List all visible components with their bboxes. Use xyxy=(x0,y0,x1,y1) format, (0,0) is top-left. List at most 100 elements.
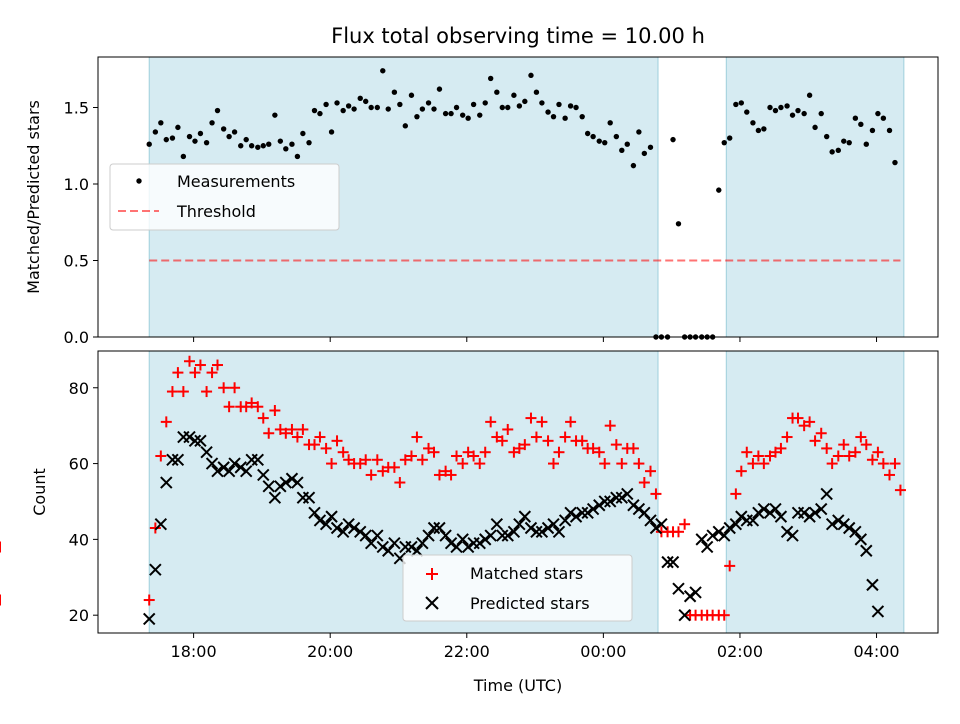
predicted-star-point xyxy=(598,495,611,508)
matched-star-point xyxy=(457,458,469,470)
measurement-point xyxy=(567,103,574,109)
measurement-point xyxy=(260,143,266,149)
legend-threshold-label: Threshold xyxy=(176,202,256,221)
matched-star-point xyxy=(189,367,201,379)
measurement-point xyxy=(203,139,210,146)
predicted-star-point xyxy=(610,491,623,504)
matched-star-point xyxy=(804,416,816,428)
matched-star-point xyxy=(752,450,764,462)
matched-star-point xyxy=(826,458,838,470)
predicted-star-point xyxy=(325,510,338,523)
measurement-point xyxy=(306,139,312,146)
matched-star-point xyxy=(184,355,196,367)
matched-star-point xyxy=(576,435,588,447)
predicted-star-point xyxy=(376,540,389,554)
predicted-star-point xyxy=(649,521,663,535)
measurement-point xyxy=(789,112,796,118)
measurement-point xyxy=(459,112,466,118)
matched-star-point xyxy=(451,450,463,462)
measurement-point xyxy=(596,138,602,144)
y-tick-label-count: 60 xyxy=(69,455,89,474)
matched-star-point xyxy=(269,405,281,417)
matched-star-point xyxy=(297,423,309,435)
predicted-star-point xyxy=(849,525,862,539)
measurement-point xyxy=(738,100,745,106)
predicted-star-point xyxy=(678,608,691,622)
matched-star-point xyxy=(843,450,855,462)
predicted-star-point xyxy=(808,506,822,520)
x-tick-label: 20:00 xyxy=(307,642,353,661)
matched-star-point xyxy=(679,518,691,530)
measurement-point xyxy=(146,141,152,147)
measurement-point xyxy=(408,92,415,98)
observing-window-ratio-1 xyxy=(725,56,905,338)
matched-star-point xyxy=(616,458,628,470)
matched-star-point xyxy=(445,469,457,481)
chart-title: Flux total observing time = 10.00 h xyxy=(331,24,705,48)
matched-star-point xyxy=(405,450,417,462)
matched-star-point xyxy=(485,416,497,428)
measurement-point xyxy=(255,144,261,150)
measurement-point xyxy=(209,120,215,126)
predicted-star-point xyxy=(382,544,395,557)
measurement-point xyxy=(226,133,232,140)
predicted-star-point xyxy=(251,453,265,466)
matched-star-point xyxy=(832,450,844,462)
predicted-star-point xyxy=(188,434,202,448)
y-tick-label-ratio: 0.5 xyxy=(64,251,89,270)
predicted-star-point xyxy=(735,510,748,523)
measurement-point xyxy=(152,129,159,135)
measurement-point xyxy=(562,115,568,121)
measurement-point xyxy=(169,135,176,141)
predicted-star-point xyxy=(803,510,816,523)
matched-star-point xyxy=(519,439,531,451)
predicted-star-point xyxy=(621,487,634,501)
predicted-star-point xyxy=(752,506,765,520)
predicted-star-point xyxy=(746,514,760,527)
matched-star-point xyxy=(365,469,377,481)
measurement-point xyxy=(875,110,881,117)
matched-star-point xyxy=(593,446,605,458)
predicted-star-point xyxy=(763,506,777,520)
predicted-star-point xyxy=(627,499,640,512)
predicted-star-point xyxy=(291,476,304,489)
matched-star-point xyxy=(758,458,770,470)
predicted-star-point xyxy=(473,536,486,550)
matched-star-point xyxy=(479,446,491,458)
measurement-point xyxy=(300,130,306,137)
predicted-star-point xyxy=(644,514,657,527)
matched-star-point xyxy=(308,439,320,451)
measurement-point xyxy=(220,126,227,132)
predicted-star-point xyxy=(815,502,828,516)
predicted-star-point xyxy=(757,502,771,516)
predicted-star-point xyxy=(832,514,845,527)
measurement-point xyxy=(590,133,596,140)
matched-star-point xyxy=(735,465,747,477)
matched-star-point xyxy=(360,454,372,466)
predicted-star-point xyxy=(450,540,463,554)
matched-star-point xyxy=(894,484,906,496)
predicted-star-point xyxy=(666,555,680,569)
matched-star-point xyxy=(320,442,332,454)
matched-star-point xyxy=(212,359,224,371)
measurement-point xyxy=(425,100,432,106)
measurement-point xyxy=(482,100,488,106)
predicted-star-point xyxy=(871,605,885,618)
matched-star-point xyxy=(496,435,508,447)
y-tick-label-count: 40 xyxy=(69,530,89,549)
measurement-point xyxy=(784,103,790,109)
predicted-star-point xyxy=(695,533,708,546)
predicted-star-point xyxy=(217,461,230,474)
predicted-star-point xyxy=(410,544,424,557)
predicted-star-point xyxy=(313,514,327,527)
matched-star-point xyxy=(644,465,656,477)
predicted-star-point xyxy=(672,582,685,595)
measurement-point xyxy=(744,109,750,115)
predicted-star-point xyxy=(490,518,504,531)
x-tick-label: 02:00 xyxy=(717,642,763,661)
predicted-star-point xyxy=(347,521,361,535)
matched-star-point xyxy=(542,435,554,447)
matched-star-point xyxy=(433,469,445,481)
legend-measurements-marker xyxy=(136,178,142,184)
